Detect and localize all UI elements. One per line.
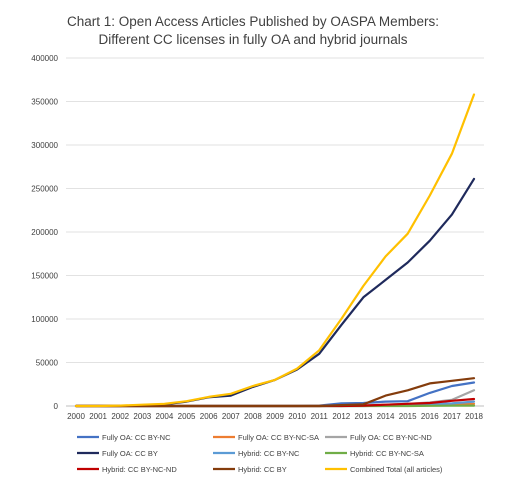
x-tick-label: 2002 xyxy=(111,412,129,421)
legend-label-fully-oa-cc-by: Fully OA: CC BY xyxy=(102,449,158,458)
axes: 0 50000 100000 150000 200000 250000 300000 3500… xyxy=(31,54,484,421)
legend-label-hybrid-cc-by-nc-nd: Hybrid: CC BY-NC-ND xyxy=(102,465,177,474)
y-tick-label: 150000 xyxy=(31,272,58,281)
legend-label-hybrid-cc-by-nc: Hybrid: CC BY-NC xyxy=(238,449,300,458)
y-tick-label: 100000 xyxy=(31,315,58,324)
x-tick-label: 2009 xyxy=(266,412,284,421)
x-tick-label: 2014 xyxy=(377,412,395,421)
x-tick-label: 2012 xyxy=(332,412,350,421)
x-tick-label: 2016 xyxy=(421,412,439,421)
gridlines xyxy=(66,57,484,363)
x-tick-label: 2018 xyxy=(465,412,483,421)
legend: Fully OA: CC BY-NC Fully OA: CC BY-NC-SA F… xyxy=(77,433,443,474)
y-tick-label: 400000 xyxy=(31,54,58,63)
legend-label-fully-oa-cc-by-nc-sa: Fully OA: CC BY-NC-SA xyxy=(238,433,319,442)
x-tick-label: 2008 xyxy=(244,412,262,421)
legend-label-hybrid-cc-by: Hybrid: CC BY xyxy=(238,465,287,474)
legend-label-hybrid-cc-by-nc-sa: Hybrid: CC BY-NC-SA xyxy=(350,449,424,458)
y-tick-label: 250000 xyxy=(31,185,58,194)
legend-label-combined-total-all-articles: Combined Total (all articles) xyxy=(350,465,443,474)
y-tick-label: 350000 xyxy=(31,98,58,107)
x-tick-label: 2010 xyxy=(288,412,306,421)
chart-title-line-1: Chart 1: Open Access Articles Published … xyxy=(67,14,439,29)
y-tick-label: 200000 xyxy=(31,228,58,237)
x-tick-label: 2017 xyxy=(443,412,461,421)
y-tick-label: 50000 xyxy=(36,359,59,368)
y-tick-label: 0 xyxy=(54,402,59,411)
x-tick-label: 2000 xyxy=(67,412,85,421)
x-tick-label: 2003 xyxy=(133,412,151,421)
y-tick-label: 300000 xyxy=(31,141,58,150)
legend-label-fully-oa-cc-by-nc-nd: Fully OA: CC BY-NC-ND xyxy=(350,433,432,442)
series-lines xyxy=(74,93,476,408)
x-tick-label: 2015 xyxy=(399,412,417,421)
x-tick-label: 2007 xyxy=(222,412,240,421)
x-tick-label: 2006 xyxy=(200,412,218,421)
series-line-combined-total-all-articles xyxy=(74,93,476,408)
series-line-fully-oa-cc-by xyxy=(74,177,476,408)
legend-label-fully-oa-cc-by-nc: Fully OA: CC BY-NC xyxy=(102,433,171,442)
x-tick-label: 2004 xyxy=(156,412,174,421)
x-tick-label: 2011 xyxy=(311,412,329,421)
x-tick-label: 2013 xyxy=(355,412,373,421)
x-tick-label: 2001 xyxy=(89,412,107,421)
chart-title-line-2: Different CC licenses in fully OA and hy… xyxy=(99,32,408,47)
x-tick-label: 2005 xyxy=(178,412,196,421)
series-line-hybrid-cc-by xyxy=(74,377,476,408)
